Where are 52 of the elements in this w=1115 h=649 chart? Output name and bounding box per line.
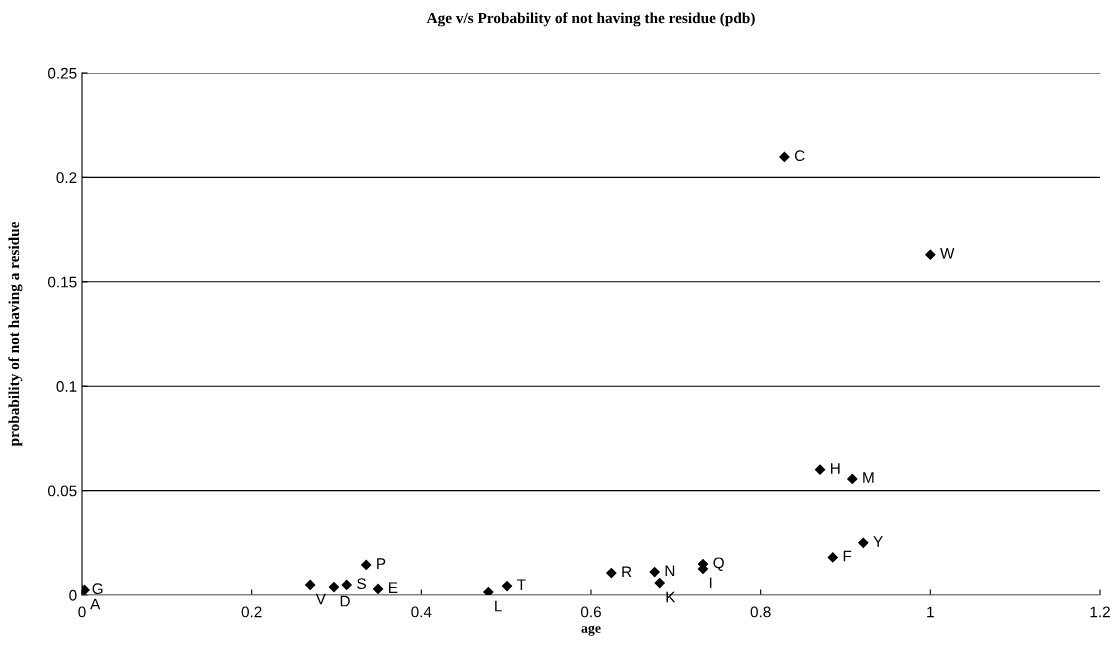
point <box>779 151 790 163</box>
x-tick-label: 0.2 <box>241 606 262 618</box>
point <box>649 566 660 578</box>
annotation: L <box>495 600 502 612</box>
point <box>857 537 869 549</box>
point <box>846 473 858 485</box>
y-axis-title: probability of not having a residue <box>8 221 23 447</box>
annotation: K <box>666 591 676 603</box>
annotation: E <box>389 582 398 593</box>
x-tick-label: 0.4 <box>411 606 432 618</box>
annotation: R <box>622 566 632 578</box>
annotation: M <box>863 472 874 483</box>
point <box>924 249 936 261</box>
annotation: S <box>357 578 366 590</box>
annotation: C <box>794 150 805 162</box>
x-axis-title: age <box>581 625 601 636</box>
annotation: A <box>90 598 101 610</box>
point <box>814 464 826 476</box>
point <box>827 552 839 563</box>
annotation: H <box>831 463 840 474</box>
annotation: F <box>843 550 852 562</box>
x-tick-label: 1 <box>927 606 934 618</box>
x-tick-label: 1.2 <box>1090 606 1110 618</box>
x-tick-label: 0.8 <box>750 606 771 618</box>
annotation: Q <box>713 557 724 571</box>
point <box>341 579 353 591</box>
point <box>304 579 316 591</box>
point <box>360 559 372 571</box>
annotation: D <box>340 595 350 607</box>
y-tick-label: 0.2 <box>56 172 77 184</box>
point <box>482 586 494 595</box>
annotation: P <box>377 558 386 569</box>
annotation: V <box>315 593 326 605</box>
y-tick-label: 0.25 <box>48 67 77 79</box>
point <box>328 581 340 593</box>
chart-title: Age v/s Probability of not having the residue (pdb) <box>426 12 755 27</box>
point <box>605 567 617 579</box>
point <box>654 577 666 589</box>
point <box>372 583 384 595</box>
annotation: G <box>92 583 103 595</box>
annotation: I <box>709 577 712 589</box>
y-tick-label: 0.15 <box>48 276 77 288</box>
annotation: N <box>665 565 675 576</box>
y-tick-label: 0 <box>69 589 77 601</box>
annotation: T <box>517 579 526 590</box>
annotation: Y <box>873 536 883 547</box>
x-tick-label: 0.6 <box>580 606 601 618</box>
annotation: W <box>940 248 955 259</box>
x-tick-label: 0 <box>78 606 86 618</box>
y-tick-label: 0.1 <box>56 381 77 392</box>
point <box>501 580 513 592</box>
y-tick-label: 0.05 <box>48 485 77 497</box>
